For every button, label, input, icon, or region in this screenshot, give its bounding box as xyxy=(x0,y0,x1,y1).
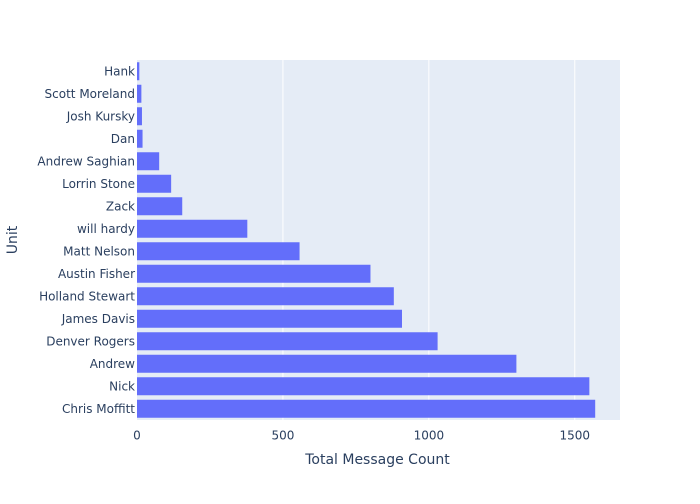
y-tick-label: Zack xyxy=(106,199,135,213)
y-tick-label: Scott Moreland xyxy=(45,87,135,101)
y-tick-label: Matt Nelson xyxy=(63,244,135,258)
bar-holland-stewart[interactable] xyxy=(137,287,394,306)
bar-matt-nelson[interactable] xyxy=(137,242,300,261)
bar-josh-kursky[interactable] xyxy=(137,107,142,126)
bar-scott-moreland[interactable] xyxy=(137,84,142,103)
bar-lorrin-stone[interactable] xyxy=(137,174,172,193)
bar-nick[interactable] xyxy=(137,377,590,396)
y-tick-label: will hardy xyxy=(77,222,135,236)
x-tick-label: 0 xyxy=(133,429,141,443)
bar-andrew-saghian[interactable] xyxy=(137,152,160,171)
x-tick-label: 1000 xyxy=(414,429,445,443)
bar-james-davis[interactable] xyxy=(137,309,402,328)
bar-dan[interactable] xyxy=(137,129,143,148)
y-axis-title: Unit xyxy=(5,225,21,254)
bars xyxy=(137,62,596,418)
y-tick-label: Hank xyxy=(104,64,135,78)
y-tick-label: Austin Fisher xyxy=(58,267,135,281)
bar-austin-fisher[interactable] xyxy=(137,264,371,283)
y-tick-label: Holland Stewart xyxy=(39,289,135,303)
y-tick-label: Chris Moffitt xyxy=(62,402,135,416)
y-tick-label: Josh Kursky xyxy=(66,109,135,123)
x-tick-labels: 0 500 1000 1500 xyxy=(133,429,590,443)
bar-chris-moffitt[interactable] xyxy=(137,399,596,418)
bar-denver-rogers[interactable] xyxy=(137,332,438,351)
y-tick-label: James Davis xyxy=(61,312,135,326)
bar-hank[interactable] xyxy=(137,62,140,81)
bar-andrew[interactable] xyxy=(137,354,517,373)
y-tick-label: Andrew xyxy=(90,357,135,371)
x-tick-label: 1500 xyxy=(559,429,590,443)
x-axis-title: Total Message Count xyxy=(304,452,450,468)
bar-zack[interactable] xyxy=(137,197,183,216)
y-tick-label: Nick xyxy=(109,379,135,393)
y-tick-label: Lorrin Stone xyxy=(62,177,135,191)
y-tick-label: Dan xyxy=(111,132,135,146)
y-tick-labels: Hank Scott Moreland Josh Kursky Dan Andrew S… xyxy=(37,64,135,416)
x-tick-label: 500 xyxy=(271,429,294,443)
bar-will-hardy[interactable] xyxy=(137,219,248,238)
y-tick-label: Denver Rogers xyxy=(46,334,135,348)
y-tick-label: Andrew Saghian xyxy=(37,154,135,168)
